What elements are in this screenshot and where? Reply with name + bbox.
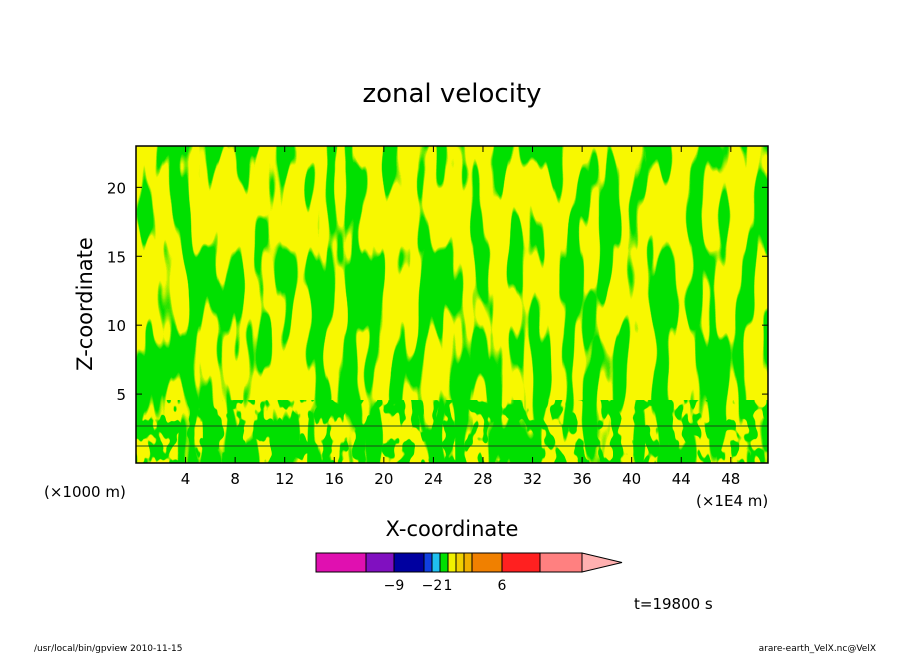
y-axis: 5 10 15 20 bbox=[107, 179, 768, 404]
x-axis: 4 8 12 16 20 24 28 32 36 40 44 48 bbox=[181, 146, 740, 488]
colorbar-segment bbox=[431, 552, 441, 573]
contour-field bbox=[136, 146, 768, 463]
x-tick-label: 12 bbox=[275, 470, 294, 488]
time-label: t=19800 s bbox=[634, 595, 713, 613]
x-unit-note: (×1E4 m) bbox=[696, 492, 768, 510]
y-unit-note: (×1000 m) bbox=[44, 483, 126, 501]
colorbar-segment bbox=[447, 552, 457, 573]
x-tick-label: 28 bbox=[473, 470, 492, 488]
x-tick-label: 48 bbox=[721, 470, 740, 488]
plot-frame bbox=[135, 145, 769, 464]
colorbar-labels: −9 −2 1 6 bbox=[384, 578, 507, 594]
x-tick-label: 20 bbox=[374, 470, 393, 488]
colorbar-segment bbox=[539, 552, 583, 573]
x-tick-label: 24 bbox=[424, 470, 443, 488]
x-tick-label: 36 bbox=[573, 470, 592, 488]
y-tick-label: 5 bbox=[116, 386, 126, 404]
footer-left: /usr/local/bin/gpview 2010-11-15 bbox=[34, 644, 182, 654]
colorbar-segment bbox=[463, 552, 473, 573]
y-tick-label: 15 bbox=[107, 248, 126, 266]
colorbar-tick-label: −9 bbox=[384, 578, 405, 594]
colorbar-tick-label: −2 bbox=[422, 578, 443, 594]
colorbar-tick-label: 6 bbox=[498, 578, 507, 594]
x-tick-label: 16 bbox=[325, 470, 344, 488]
x-tick-label: 8 bbox=[230, 470, 240, 488]
colorbar-segment bbox=[393, 552, 425, 573]
colorbar-tick-label: 1 bbox=[444, 578, 453, 594]
x-tick-label: 40 bbox=[622, 470, 641, 488]
x-tick-label: 32 bbox=[523, 470, 542, 488]
colorbar-segment bbox=[365, 552, 395, 573]
field-blobs-low bbox=[136, 400, 768, 463]
x-tick-label: 4 bbox=[181, 470, 191, 488]
y-tick-label: 20 bbox=[107, 179, 126, 197]
colorbar-extend-arrow bbox=[581, 552, 623, 573]
footer-right: arare-earth_VelX.nc@VelX bbox=[759, 644, 876, 654]
colorbar bbox=[315, 552, 623, 573]
colorbar-segment bbox=[501, 552, 541, 573]
chart-title: zonal velocity bbox=[362, 79, 541, 109]
colorbar-segment bbox=[439, 552, 449, 573]
colorbar-segment bbox=[423, 552, 433, 573]
colorbar-segment bbox=[315, 552, 367, 573]
x-tick-label: 44 bbox=[672, 470, 691, 488]
y-axis-title: Z-coordinate bbox=[73, 237, 97, 371]
y-tick-label: 10 bbox=[107, 317, 126, 335]
colorbar-segment bbox=[471, 552, 503, 573]
colorbar-segment bbox=[455, 552, 465, 573]
x-axis-title: X-coordinate bbox=[386, 517, 519, 541]
